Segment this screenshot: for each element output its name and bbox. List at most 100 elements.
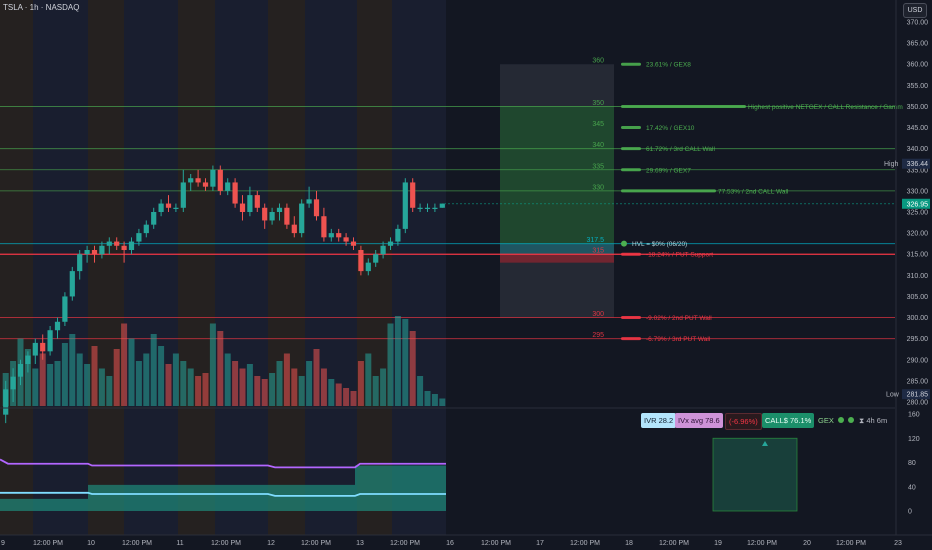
currency-button[interactable]: USD [903, 3, 927, 18]
price-tick: 320.00 [907, 231, 929, 238]
candle-body [136, 233, 142, 242]
candle-body [402, 182, 408, 229]
candle-body [210, 169, 216, 187]
candle-body [269, 212, 275, 221]
level-note: -6.79% / 3rd PUT Wall [646, 336, 711, 343]
volume-bar [394, 316, 401, 406]
projection-up [500, 106, 614, 244]
volume-bar [224, 353, 231, 406]
date-tick: 10 [87, 540, 95, 547]
candle-body [284, 207, 290, 225]
candle-body [358, 250, 364, 272]
date-tick: 12 [267, 540, 275, 547]
gex-label: GEX [818, 416, 834, 425]
level-note: 29.69% / GEX7 [646, 167, 691, 174]
candle-body [47, 330, 53, 352]
level-price-label: 360 [592, 58, 604, 65]
volume-bar [417, 376, 424, 406]
session-band [215, 0, 268, 535]
candle-body [254, 195, 260, 208]
candle-body [69, 271, 75, 297]
date-tick: 12:00 PM [659, 540, 689, 547]
candle-body [91, 250, 98, 255]
volume-bar [320, 368, 327, 406]
level-strength-bar [621, 104, 746, 108]
price-tick: 280.00 [907, 400, 929, 407]
candle-body [432, 207, 438, 209]
level-strength-bar [621, 252, 641, 256]
hourglass-icon: ⧗ [859, 416, 865, 425]
volume-bar [276, 361, 283, 406]
price-tick: 365.00 [907, 41, 929, 48]
volume-bar [439, 398, 446, 406]
candle-body [247, 195, 253, 212]
candle-body [217, 169, 223, 191]
volume-bar [372, 376, 379, 406]
session-band [0, 0, 33, 535]
candle-body [195, 178, 201, 183]
volume-bar [254, 376, 261, 406]
volume-bar [69, 334, 76, 406]
date-tick: 12:00 PM [211, 540, 241, 547]
volume-bar [165, 364, 172, 406]
date-tick: 11 [176, 540, 183, 547]
volume-bar [76, 353, 83, 406]
low-label: Low [886, 392, 900, 399]
date-tick: 16 [446, 540, 454, 547]
high-label: High [884, 161, 899, 168]
level-price-label: 335 [592, 163, 604, 170]
level-note: 23.61% / GEX8 [646, 62, 691, 69]
session-band [305, 0, 357, 535]
volume-bar [143, 353, 150, 406]
date-tick: 12:00 PM [747, 540, 777, 547]
candle-body [10, 376, 16, 390]
candle-body [239, 203, 246, 212]
candle-body [321, 216, 327, 238]
candle-body [188, 178, 194, 183]
level-price-label: 345 [592, 121, 604, 128]
price-tick: 340.00 [907, 146, 929, 153]
price-tick: 330.00 [907, 188, 929, 195]
volume-bar [291, 368, 298, 406]
volume-bar [298, 376, 305, 406]
gex-dot-icon [848, 417, 855, 423]
indicator-tick: 40 [908, 484, 916, 491]
level-note: 17.42% / GEX10 [646, 125, 695, 132]
session-band [268, 0, 305, 535]
candle-body [180, 182, 186, 208]
iv-area [0, 465, 446, 511]
up-arrow-icon [762, 441, 768, 446]
level-note: 61.72% / 3rd CALL Wall [646, 146, 715, 153]
price-tick: 295.00 [907, 336, 929, 343]
symbol-header[interactable]: TSLA · 1h · NASDAQ [3, 3, 80, 12]
candle-body [262, 207, 268, 221]
session-band [124, 0, 178, 535]
high-value: 336.44 [907, 161, 929, 168]
candle-body [128, 241, 135, 250]
projection-hvl [500, 243, 614, 255]
candle-body [410, 182, 416, 208]
indicator-pane [0, 407, 895, 512]
volume-bar [387, 323, 394, 406]
level-strength-bar [621, 337, 641, 341]
level-price-label: 340 [592, 142, 604, 149]
volume-bar [128, 338, 135, 406]
price-tick: 360.00 [907, 62, 929, 69]
volume-bar [357, 361, 364, 406]
candles [3, 165, 445, 424]
candle-body [25, 355, 31, 364]
candle-body [291, 224, 297, 234]
session-bands [0, 0, 446, 535]
projection-box [712, 437, 798, 512]
calls-badge: CALL$ 76.1% [762, 413, 815, 428]
date-tick: 17 [536, 540, 544, 547]
date-tick: 12:00 PM [481, 540, 511, 547]
date-tick: 12:00 PM [33, 540, 63, 547]
volume-bar [172, 353, 179, 406]
indicator-tick: 160 [908, 412, 920, 419]
volume-bar [195, 376, 202, 406]
gex-badge: GEX [815, 413, 857, 428]
volume-bar [106, 376, 113, 406]
